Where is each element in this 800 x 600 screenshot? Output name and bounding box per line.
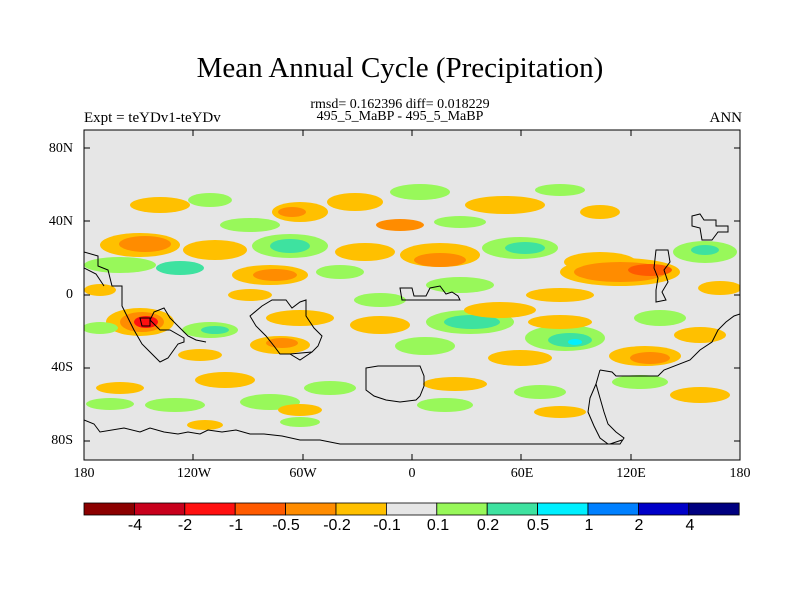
colorbar-label: -0.2	[323, 517, 351, 534]
stats-line: rmsd= 0.162396 diff= 0.018229	[310, 97, 490, 112]
colorbar-box	[184, 502, 236, 516]
season-label: ANN	[709, 110, 743, 126]
africa-north-outline	[399, 285, 461, 301]
lon-label-60w: 60W	[289, 466, 317, 481]
colorbar	[83, 502, 740, 516]
colorbar-label: 0.1	[426, 517, 450, 534]
africa-south-outline	[365, 365, 425, 403]
colorbar-label: 0.2	[476, 517, 500, 534]
colorbar-box	[385, 502, 438, 516]
colorbar-box	[234, 502, 286, 516]
colorbar-box	[436, 502, 488, 516]
south-america-outline	[249, 299, 323, 355]
lon-label-0: 0	[408, 466, 416, 481]
lon-label-120w: 120W	[176, 466, 212, 481]
lat-label-80n: 80N	[48, 141, 73, 156]
north-america-west-coast	[84, 267, 105, 287]
colorbar-label: 2	[634, 517, 644, 534]
equatorial-band	[84, 258, 740, 307]
anomaly-field	[84, 184, 740, 445]
maritime-continent-outline	[653, 249, 671, 303]
colorbar-label: 0.5	[526, 517, 550, 534]
colorbar-label: 4	[685, 517, 695, 534]
northern-band	[130, 184, 620, 232]
lon-label-180w: 180	[73, 466, 95, 481]
lon-label-180e: 180	[729, 466, 751, 481]
lon-label-120e: 120E	[616, 466, 646, 481]
colorbar-box	[587, 502, 639, 516]
colorbar-box	[688, 502, 740, 516]
east-asia-outline	[691, 213, 729, 241]
colorbar-label: -0.1	[373, 517, 401, 534]
lon-ticks	[192, 130, 632, 460]
colorbar-box	[335, 502, 387, 516]
colorbar-box	[486, 502, 539, 516]
lon-label-60e: 60E	[510, 466, 534, 481]
lat-label-40s: 40S	[51, 360, 73, 375]
runs-line: 495_5_MaBP - 495_5_MaBP	[316, 109, 484, 124]
southern-midlatitude-band	[86, 372, 730, 430]
colorbar-label: -1	[228, 517, 244, 534]
colorbar-box	[83, 502, 135, 516]
colorbar-box	[638, 502, 690, 516]
colorbar-label: -4	[127, 517, 143, 534]
coastlines	[84, 213, 740, 445]
lat-label-0: 0	[66, 287, 73, 302]
colorbar-label: -2	[177, 517, 193, 534]
australia-west-coast	[587, 369, 625, 445]
colorbar-label: 1	[584, 517, 594, 534]
lat-label-40n: 40N	[48, 214, 73, 229]
north-america-coast	[84, 251, 207, 363]
lat-ticks	[84, 147, 740, 442]
plot-title: Mean Annual Cycle (Precipitation)	[196, 52, 604, 84]
colorbar-box	[133, 502, 186, 516]
south-america-tip	[289, 351, 313, 361]
experiment-label: Expt = teYDv1-teYDv	[84, 110, 221, 126]
colorbar-label: -0.5	[272, 517, 300, 534]
island-outline	[139, 317, 151, 327]
lat-label-80s: 80S	[51, 433, 73, 448]
australia-north-coast	[599, 313, 740, 377]
colorbar-box	[537, 502, 589, 516]
colorbar-box	[285, 502, 337, 516]
antarctica-coast	[84, 419, 623, 445]
